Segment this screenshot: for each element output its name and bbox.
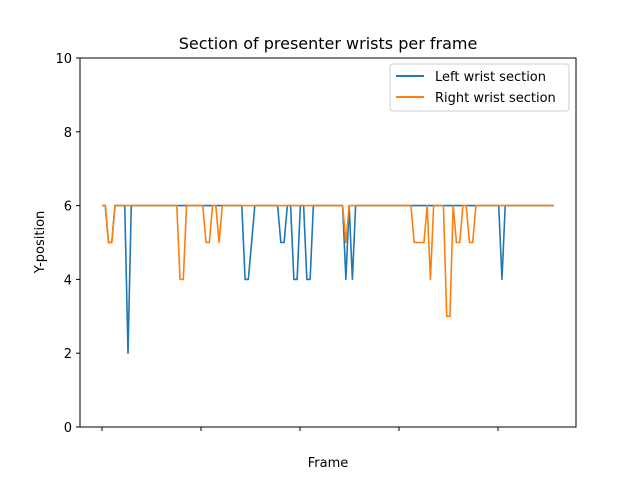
y-tick-label: 0 bbox=[64, 421, 72, 436]
legend-label-left-wrist: Left wrist section bbox=[435, 70, 546, 85]
chart-title: Section of presenter wrists per frame bbox=[179, 34, 478, 53]
y-tick-label: 8 bbox=[64, 126, 72, 141]
legend: Left wrist section Right wrist section bbox=[389, 63, 570, 112]
y-tick-label: 10 bbox=[55, 52, 72, 67]
y-axis-label: Y-position bbox=[33, 211, 48, 275]
plot-area bbox=[80, 58, 576, 427]
plot-frame bbox=[79, 57, 577, 428]
series-line-right-wrist bbox=[102, 204, 554, 318]
y-tick-label: 6 bbox=[64, 200, 72, 215]
y-tick-label: 4 bbox=[64, 273, 72, 288]
y-tick-label: 2 bbox=[64, 347, 72, 362]
x-axis bbox=[101, 427, 499, 431]
x-axis-label: Frame bbox=[308, 456, 349, 471]
legend-box bbox=[389, 63, 570, 112]
series-layer bbox=[102, 204, 554, 355]
y-axis: 0 2 4 6 8 10 bbox=[55, 52, 80, 436]
legend-label-right-wrist: Right wrist section bbox=[435, 91, 556, 106]
